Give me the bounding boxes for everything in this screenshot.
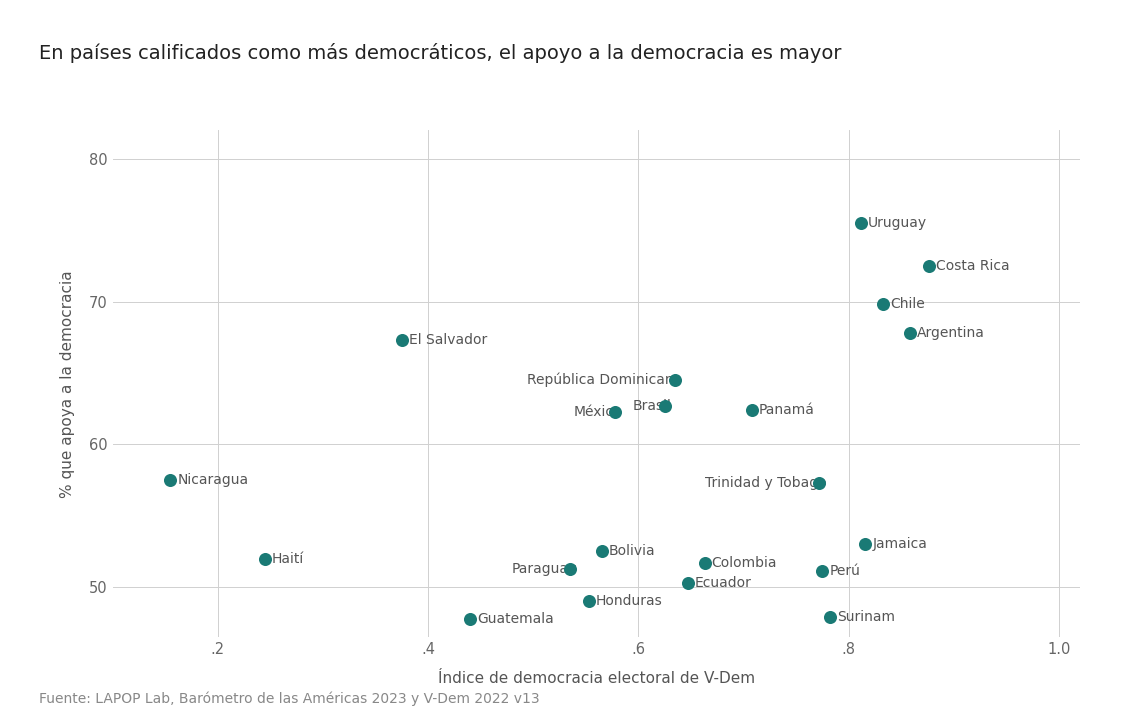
Point <box>461 613 479 624</box>
Point <box>810 477 828 489</box>
Text: Ecuador: Ecuador <box>694 576 752 590</box>
Y-axis label: % que apoya a la democracia: % que apoya a la democracia <box>60 270 75 497</box>
Point <box>919 260 937 272</box>
Text: Argentina: Argentina <box>917 326 984 340</box>
Point <box>874 299 892 311</box>
Point <box>695 557 713 568</box>
Text: Panamá: Panamá <box>759 403 814 417</box>
Point <box>856 539 874 550</box>
Point <box>813 565 831 577</box>
Text: Bolivia: Bolivia <box>609 544 655 558</box>
Text: Paraguay: Paraguay <box>512 562 577 576</box>
Point <box>593 546 611 557</box>
Text: Costa Rica: Costa Rica <box>936 259 1009 273</box>
X-axis label: Índice de democracia electoral de V-Dem: Índice de democracia electoral de V-Dem <box>438 671 755 686</box>
Point <box>678 577 696 589</box>
Text: Surinam: Surinam <box>837 610 894 624</box>
Point <box>256 553 274 565</box>
Text: Chile: Chile <box>890 298 925 311</box>
Text: Brasil: Brasil <box>632 399 672 413</box>
Text: Colombia: Colombia <box>711 556 777 570</box>
Point <box>742 404 760 416</box>
Text: República Dominicana: República Dominicana <box>526 373 682 387</box>
Point <box>656 400 674 412</box>
Point <box>561 563 579 574</box>
Point <box>821 611 839 623</box>
Point <box>579 596 597 607</box>
Text: Honduras: Honduras <box>596 594 663 608</box>
Text: Nicaragua: Nicaragua <box>178 473 249 487</box>
Text: Trinidad y Tobago: Trinidad y Tobago <box>704 476 826 490</box>
Text: En países calificados como más democráticos, el apoyo a la democracia es mayor: En países calificados como más democráti… <box>39 43 842 64</box>
Point <box>666 374 684 386</box>
Text: Haití: Haití <box>272 552 304 565</box>
Text: El Salvador: El Salvador <box>408 333 487 348</box>
Text: Perú: Perú <box>829 565 861 578</box>
Point <box>161 474 179 486</box>
Point <box>393 334 411 346</box>
Text: Uruguay: Uruguay <box>868 216 927 230</box>
Point <box>901 327 919 339</box>
Point <box>606 405 624 417</box>
Text: Fuente: LAPOP Lab, Barómetro de las Américas 2023 y V-Dem 2022 v13: Fuente: LAPOP Lab, Barómetro de las Amér… <box>39 691 540 706</box>
Point <box>853 217 871 229</box>
Text: Guatemala: Guatemala <box>477 612 554 626</box>
Text: Jamaica: Jamaica <box>872 537 927 551</box>
Text: México: México <box>574 405 622 418</box>
